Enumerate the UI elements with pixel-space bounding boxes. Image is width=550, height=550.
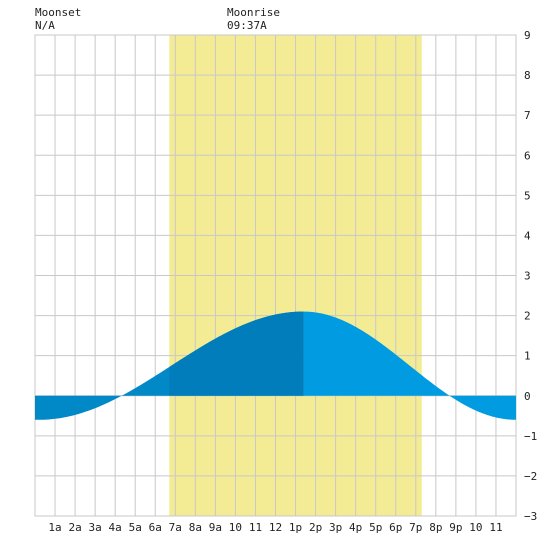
x-tick-label: 10 <box>229 521 242 534</box>
y-tick-label: 8 <box>524 69 531 82</box>
y-tick-label: 3 <box>524 270 531 283</box>
x-tick-label: 2a <box>68 521 81 534</box>
moonrise-time: 09:37A <box>227 19 267 32</box>
grid-layer <box>34 34 517 517</box>
x-tick-label: 9p <box>449 521 462 534</box>
x-tick-label: 4p <box>349 521 362 534</box>
x-tick-label: 6a <box>149 521 162 534</box>
x-tick-label: 3p <box>329 521 342 534</box>
x-tick-label: 12 <box>269 521 282 534</box>
y-tick-label: 1 <box>524 350 531 363</box>
moonrise-info: Moonrise 09:37A <box>227 6 280 32</box>
y-tick-label: −3 <box>524 510 537 523</box>
y-tick-label: −1 <box>524 430 537 443</box>
y-tick-label: 6 <box>524 149 531 162</box>
x-tick-label: 8a <box>189 521 202 534</box>
moonrise-label: Moonrise <box>227 6 280 19</box>
y-tick-label: 9 <box>524 29 531 42</box>
plot-border <box>34 34 517 517</box>
y-tick-label: 7 <box>524 109 531 122</box>
x-tick-label: 2p <box>309 521 322 534</box>
x-tick-label: 4a <box>109 521 122 534</box>
x-tick-label: 1a <box>48 521 61 534</box>
x-tick-labels: 1a 2a 3a 4a 5a 6a 7a 8a 9a 10 11 12 1p 2p 3p 4p 5p 6p 7p 8p… <box>48 521 502 534</box>
x-tick-label: 11 <box>249 521 262 534</box>
x-tick-label: 7a <box>169 521 182 534</box>
x-tick-label: 5a <box>129 521 142 534</box>
tide-area-falling <box>303 311 516 420</box>
y-tick-label: 5 <box>524 189 531 202</box>
x-tick-label: 9a <box>209 521 222 534</box>
y-tick-label: −2 <box>524 470 537 483</box>
x-tick-label: 7p <box>409 521 422 534</box>
y-tick-label: 0 <box>524 390 531 403</box>
tide-area-rising-day <box>169 311 304 396</box>
x-tick-label: 11 <box>489 521 502 534</box>
y-tick-label: 4 <box>524 229 531 242</box>
y-tick-labels: 9 8 7 6 5 4 3 2 1 0 −1 −2 −3 <box>524 29 537 523</box>
x-tick-label: 10 <box>469 521 482 534</box>
x-tick-label: 6p <box>389 521 402 534</box>
x-tick-label: 8p <box>429 521 442 534</box>
moonset-info: Moonset N/A <box>35 6 81 32</box>
moonset-time: N/A <box>35 19 55 32</box>
tide-layer <box>35 311 516 420</box>
moonset-label: Moonset <box>35 6 82 19</box>
x-tick-label: 1p <box>289 521 302 534</box>
x-tick-label: 5p <box>369 521 382 534</box>
y-tick-label: 2 <box>524 310 531 323</box>
x-tick-label: 3a <box>89 521 102 534</box>
